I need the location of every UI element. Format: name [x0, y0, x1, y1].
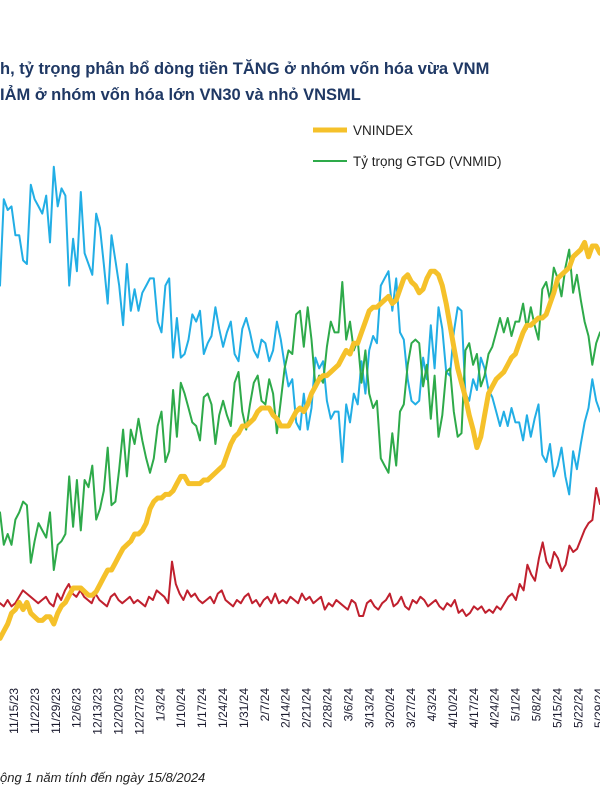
x-tick-label: 4/17/24: [467, 688, 481, 728]
x-tick-label: 3/27/24: [404, 688, 418, 728]
x-tick-label: 1/24/24: [216, 688, 230, 728]
x-tick-label: 11/15/23: [7, 688, 21, 734]
x-tick-label: 11/22/23: [28, 688, 42, 734]
series-line-vnindex: [0, 239, 600, 641]
x-tick-label: 4/3/24: [425, 688, 439, 722]
x-tick-label: 12/13/23: [91, 688, 105, 735]
legend-label-vnindex: VNINDEX: [353, 123, 413, 138]
series-line-vnmid: [0, 248, 600, 571]
legend-label-vnmid: Tỷ trọng GTGD (VNMID): [353, 154, 502, 169]
x-tick-label: 2/28/24: [321, 688, 335, 728]
x-tick-label: 2/14/24: [279, 688, 293, 728]
x-tick-label: 5/29/24: [592, 688, 600, 728]
series-layer: [0, 165, 600, 641]
x-tick-label: 1/10/24: [174, 688, 188, 728]
x-tick-label: 1/17/24: [195, 688, 209, 728]
chart-title: h, tỷ trọng phân bổ dòng tiền TĂNG ở nhó…: [0, 56, 600, 108]
x-tick-label: 3/6/24: [341, 688, 355, 722]
x-axis-ticks: 11/15/23 11/22/23 11/29/23 12/6/23 12/13/23 1…: [7, 688, 600, 735]
x-tick-label: 1/31/24: [237, 688, 251, 728]
x-tick-label: 2/7/24: [258, 688, 272, 722]
x-tick-label: 12/6/23: [70, 688, 84, 728]
title-line-1: h, tỷ trọng phân bổ dòng tiền TĂNG ở nhó…: [0, 60, 490, 78]
x-tick-label: 5/8/24: [530, 688, 544, 722]
x-tick-label: 3/20/24: [383, 688, 397, 728]
x-tick-label: 12/20/23: [112, 688, 126, 735]
x-tick-label: 4/10/24: [446, 688, 460, 728]
title-line-2: IẢM ở nhóm vốn hóa lớn VN30 và nhỏ VNSML: [0, 86, 361, 104]
series-line-red: [0, 487, 600, 617]
x-tick-label: 5/22/24: [571, 688, 585, 728]
x-tick-label: 5/1/24: [509, 688, 523, 722]
x-tick-label: 11/29/23: [49, 688, 63, 734]
footnote: ộng 1 năm tính đến ngày 15/8/2024: [0, 770, 206, 785]
x-tick-label: 4/24/24: [488, 688, 502, 728]
x-tick-label: 2/21/24: [300, 688, 314, 728]
series-line-blue: [0, 165, 600, 496]
x-tick-label: 12/27/23: [132, 688, 146, 735]
x-tick-label: 1/3/24: [153, 688, 167, 722]
x-tick-label: 3/13/24: [362, 688, 376, 728]
legend: VNINDEX Tỷ trọng GTGD (VNMID): [313, 123, 502, 169]
x-tick-label: 5/15/24: [550, 688, 564, 728]
